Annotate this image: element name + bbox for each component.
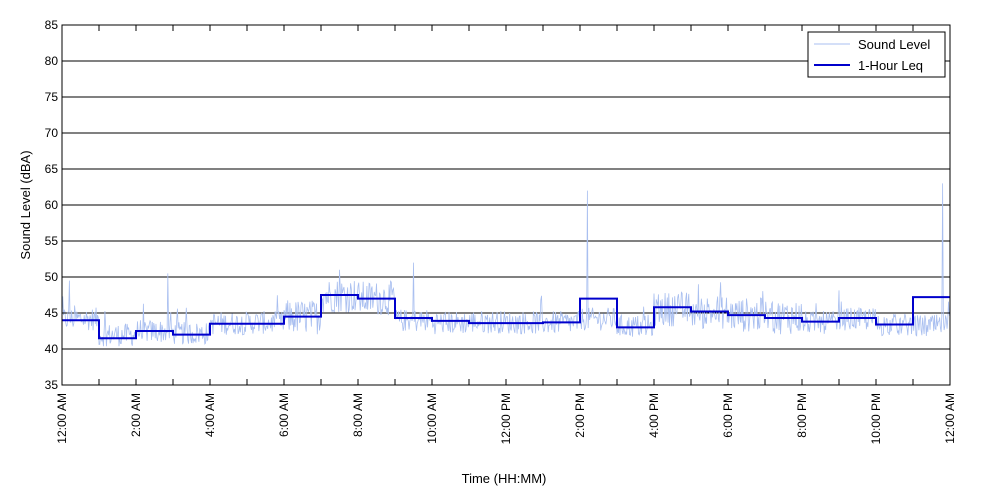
x-tick-label: 12:00 AM: [55, 393, 69, 444]
y-tick-label: 45: [45, 306, 59, 320]
tick-layer: [61, 24, 951, 386]
y-tick-label: 65: [45, 162, 59, 176]
y-tick-label: 40: [45, 342, 59, 356]
y-tick-label: 85: [45, 18, 59, 32]
leq-series: [62, 294, 950, 340]
legend: Sound Level 1-Hour Leq: [807, 31, 946, 78]
x-axis-title: Time (HH:MM): [462, 471, 547, 486]
x-tick-label: 8:00 AM: [351, 393, 365, 437]
x-tick-labels: 12:00 AM 2:00 AM 4:00 AM 6:00 AM 8:00 AM 10:0…: [55, 393, 957, 444]
y-tick-label: 75: [45, 90, 59, 104]
x-tick-label: 4:00 AM: [203, 393, 217, 437]
x-tick-label: 12:00 PM: [499, 393, 513, 444]
legend-label-leq: 1-Hour Leq: [858, 58, 923, 73]
legend-box: [807, 31, 946, 78]
x-tick-label: 12:00 AM: [943, 393, 957, 444]
y-tick-label: 35: [45, 378, 59, 392]
x-tick-label: 8:00 PM: [795, 393, 809, 438]
leq-step-line: [62, 294, 950, 340]
y-tick-label: 55: [45, 234, 59, 248]
x-tick-label: 2:00 PM: [573, 393, 587, 438]
grid-layer: [62, 60, 950, 350]
y-axis-title: Sound Level (dBA): [18, 150, 33, 259]
x-tick-label: 6:00 PM: [721, 393, 735, 438]
x-tick-label: 10:00 AM: [425, 393, 439, 444]
x-tick-label: 6:00 AM: [277, 393, 291, 437]
x-tick-label: 2:00 AM: [129, 393, 143, 437]
y-tick-label: 50: [45, 270, 59, 284]
y-tick-labels: 35 40 45 50 55 60 65 70 75 80 85: [45, 18, 59, 392]
legend-label-sound-level: Sound Level: [858, 37, 930, 52]
x-tick-label: 10:00 PM: [869, 393, 883, 444]
x-tick-label: 4:00 PM: [647, 393, 661, 438]
y-tick-label: 80: [45, 54, 59, 68]
y-tick-label: 70: [45, 126, 59, 140]
y-tick-label: 60: [45, 198, 59, 212]
